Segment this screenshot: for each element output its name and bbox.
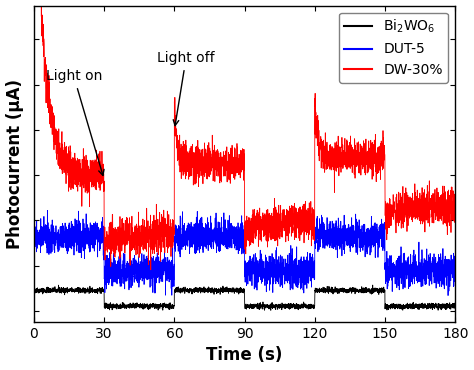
DW-30% [58,166,64,170]
$\mathrm{Bi_2WO_6}$ [268,308,273,313]
$\mathrm{Bi_2WO_6}$ [82,287,88,292]
Line: DUT-5: DUT-5 [34,211,455,296]
DUT-5 [322,234,328,239]
Line: DW-30%: DW-30% [34,0,455,270]
$\mathrm{Bi_2WO_6}$ [356,289,362,293]
$\mathrm{Bi_2WO_6}$ [81,287,87,291]
DW-30% [452,200,458,205]
Text: Light on: Light on [46,69,104,175]
DW-30% [322,149,328,154]
$\mathrm{Bi_2WO_6}$ [370,283,375,287]
DUT-5 [162,264,168,268]
X-axis label: Time (s): Time (s) [206,346,283,364]
DUT-5 [452,267,458,272]
DW-30% [148,268,154,272]
Text: Light off: Light off [157,51,215,125]
Y-axis label: Photocurrent (μA): Photocurrent (μA) [6,79,24,249]
Legend: $\mathrm{Bi_2WO_6}$, DUT-5, DW-30%: $\mathrm{Bi_2WO_6}$, DUT-5, DW-30% [339,13,448,83]
DUT-5 [82,226,88,231]
DW-30% [81,161,87,166]
DUT-5 [445,293,451,298]
DW-30% [356,152,362,157]
DUT-5 [58,230,64,235]
$\mathrm{Bi_2WO_6}$ [31,287,37,292]
DUT-5 [82,227,87,232]
$\mathrm{Bi_2WO_6}$ [322,288,328,293]
DUT-5 [31,240,37,244]
$\mathrm{Bi_2WO_6}$ [58,290,64,294]
DW-30% [82,175,88,179]
DW-30% [162,216,168,221]
DUT-5 [45,208,50,213]
$\mathrm{Bi_2WO_6}$ [452,305,458,310]
$\mathrm{Bi_2WO_6}$ [162,303,168,307]
DUT-5 [356,238,362,242]
Line: $\mathrm{Bi_2WO_6}$: $\mathrm{Bi_2WO_6}$ [34,285,455,310]
